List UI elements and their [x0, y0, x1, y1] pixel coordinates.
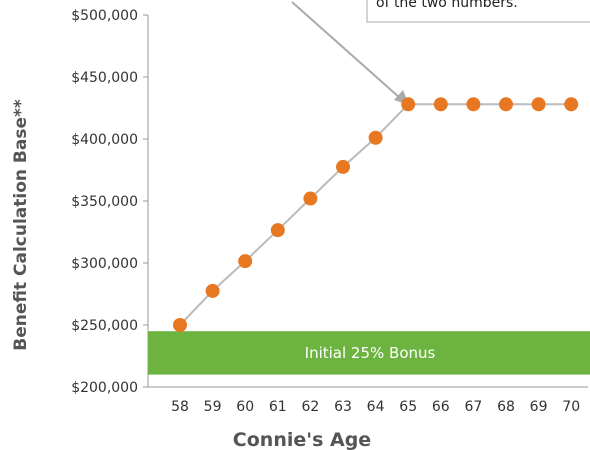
data-point [401, 97, 416, 112]
x-tick-label: 60 [236, 399, 254, 415]
data-point [368, 130, 383, 145]
data-point [336, 159, 350, 174]
data-point [499, 97, 513, 112]
y-tick-label: $200,000 [71, 380, 138, 396]
data-point [303, 191, 318, 206]
x-axis-title: Connie's Age [233, 429, 371, 450]
y-tick-label: $450,000 [71, 70, 138, 86]
y-axis-title: Benefit Calculation Base** [11, 99, 31, 351]
data-point [531, 97, 546, 112]
y-tick-label: $250,000 [71, 318, 138, 334]
data-point [270, 223, 285, 238]
x-ticks: 58 59 60 61 62 63 64 65 66 67 68 69 70 [171, 399, 580, 415]
x-tick-label: 64 [367, 399, 385, 415]
annotation-arrow-line [291, 1, 401, 99]
data-point [466, 97, 481, 112]
annotation-box [366, 0, 590, 23]
data-point [173, 318, 187, 332]
x-tick-label: 70 [562, 399, 580, 415]
y-tick-label: $400,000 [71, 132, 138, 148]
bonus-label: Initial 25% Bonus [305, 344, 436, 362]
x-tick-label: 58 [171, 399, 189, 415]
x-tick-label: 62 [301, 399, 319, 415]
x-tick-label: 66 [432, 399, 450, 415]
data-point [205, 283, 220, 298]
data-point [564, 97, 579, 112]
y-tick-label: $500,000 [71, 8, 138, 24]
x-tick-label: 63 [334, 399, 352, 415]
x-tick-label: 59 [204, 399, 222, 415]
x-tick-label: 68 [497, 399, 515, 415]
series-markers [173, 97, 579, 332]
y-ticks: $200,000 $250,000 $300,000 $350,000 $400,000… [71, 8, 148, 396]
y-tick-label: $350,000 [71, 194, 138, 210]
data-point [433, 97, 448, 112]
x-tick-label: 67 [464, 399, 482, 415]
x-tick-label: 69 [530, 399, 548, 415]
data-point [238, 254, 253, 269]
x-tick-label: 61 [269, 399, 287, 415]
x-tick-label: 65 [399, 399, 417, 415]
y-tick-label: $300,000 [71, 256, 138, 272]
bonus-band [148, 331, 590, 375]
annotation-text: of the two numbers. [376, 0, 518, 11]
